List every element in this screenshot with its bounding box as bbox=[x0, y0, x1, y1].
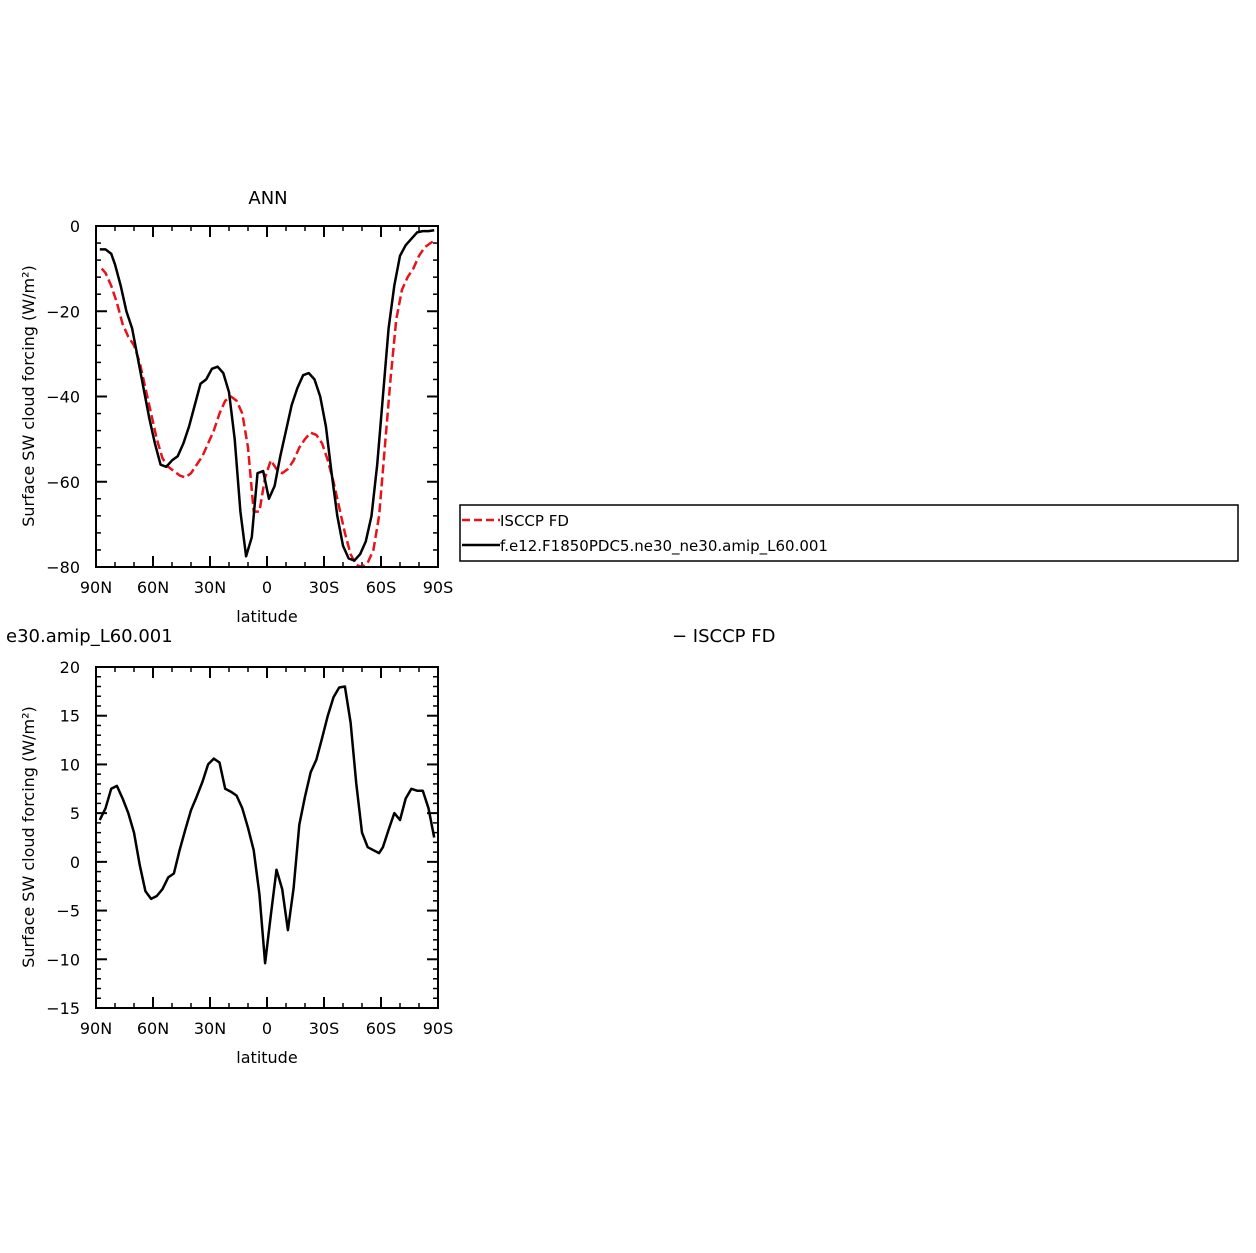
bottom-panel-x-tick-label: 90S bbox=[423, 1019, 454, 1038]
top-panel-series-line-0 bbox=[100, 239, 435, 569]
top-panel-y-tick-label: −60 bbox=[46, 473, 80, 492]
bottom-panel-series-line-0 bbox=[98, 685, 436, 965]
bottom-panel-x-tick-label: 60S bbox=[366, 1019, 397, 1038]
bottom-panel-y-tick-label: −5 bbox=[56, 902, 80, 921]
top-panel-title: ANN bbox=[248, 188, 287, 209]
top-panel-x-axis-title: latitude bbox=[236, 607, 297, 626]
top-panel-x-tick-label: 60N bbox=[137, 578, 169, 597]
bottom-panel-x-tick-label: 30S bbox=[309, 1019, 340, 1038]
bottom-panel-y-tick-label: 15 bbox=[60, 707, 80, 726]
bottom-panel-y-tick-label: 0 bbox=[70, 853, 80, 872]
bottom-panel-title-right: − ISCCP FD bbox=[672, 626, 775, 647]
top-panel-x-tick-label: 30N bbox=[194, 578, 226, 597]
bottom-panel-y-tick-label: −10 bbox=[46, 950, 80, 969]
bottom-panel-x-tick-label: 0 bbox=[262, 1019, 272, 1038]
bottom-panel-x-tick-label: 30N bbox=[194, 1019, 226, 1038]
legend-label-isccp: ISCCP FD bbox=[500, 512, 569, 530]
legend: ISCCP FD f.e12.F1850PDC5.ne30_ne30.amip_… bbox=[459, 504, 1239, 562]
bottom-panel-y-tick-label: 20 bbox=[60, 658, 80, 677]
top-panel: ANN 90N 60N 30N 0 30S 60S 90S 0 −20 −40 −60 −80 lat… bbox=[19, 188, 453, 626]
top-panel-y-tick-label: −40 bbox=[46, 388, 80, 407]
top-panel-x-tick-label: 0 bbox=[262, 578, 272, 597]
bottom-panel-y-tick-label: 10 bbox=[60, 755, 80, 774]
bottom-panel-x-tick-label: 60N bbox=[137, 1019, 169, 1038]
top-panel-plot-area: 90N 60N 30N 0 30S 60S 90S 0 −20 −40 −60 −80 bbox=[46, 217, 453, 597]
bottom-panel: e30.amip_L60.001 − ISCCP FD 90N 60N 30N 0 30… bbox=[6, 626, 775, 1067]
bottom-panel-x-tick-label: 90N bbox=[80, 1019, 112, 1038]
top-panel-y-axis-title: Surface SW cloud forcing (W/m²) bbox=[19, 265, 38, 526]
bottom-panel-plot-area: 90N 60N 30N 0 30S 60S 90S 20 15 10 5 0 −5 −10 −15 bbox=[46, 658, 453, 1038]
top-panel-y-tick-label: 0 bbox=[70, 217, 80, 236]
bottom-panel-y-axis-title: Surface SW cloud forcing (W/m²) bbox=[19, 706, 38, 967]
legend-label-model: f.e12.F1850PDC5.ne30_ne30.amip_L60.001 bbox=[500, 537, 828, 556]
bottom-panel-y-tick-label: −15 bbox=[46, 999, 80, 1018]
bottom-panel-x-axis-title: latitude bbox=[236, 1048, 297, 1067]
top-panel-frame bbox=[95, 225, 439, 568]
bottom-panel-frame bbox=[95, 666, 439, 1009]
top-panel-x-tick-label: 90N bbox=[80, 578, 112, 597]
top-panel-y-tick-label: −20 bbox=[46, 302, 80, 321]
top-panel-x-tick-label: 90S bbox=[423, 578, 454, 597]
bottom-panel-y-tick-label: 5 bbox=[70, 804, 80, 823]
top-panel-series-line-1 bbox=[99, 229, 435, 562]
top-panel-y-tick-label: −80 bbox=[46, 558, 80, 577]
legend-box bbox=[459, 504, 1239, 562]
bottom-panel-title-left: e30.amip_L60.001 bbox=[6, 626, 173, 647]
top-panel-x-tick-label: 30S bbox=[309, 578, 340, 597]
top-panel-x-tick-label: 60S bbox=[366, 578, 397, 597]
